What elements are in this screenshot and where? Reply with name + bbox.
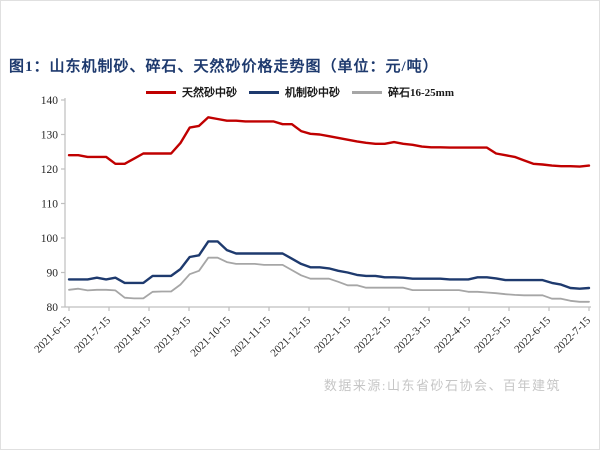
x-tick-label: 2022-6-15	[512, 314, 553, 355]
series-line-1	[67, 240, 591, 290]
y-tick-label: 140	[41, 95, 59, 107]
x-tick-label: 2022-5-15	[472, 314, 513, 355]
x-tick-label: 2022-2-15	[352, 314, 393, 355]
legend-line-swatch-blue-icon	[249, 90, 279, 94]
y-tick-label: 90	[47, 268, 59, 280]
y-tick-label: 110	[41, 199, 58, 211]
y-tick-label: 80	[47, 302, 59, 314]
x-tick-label: 2021-6-15	[32, 314, 73, 355]
y-tick-label: 130	[41, 130, 59, 142]
chart-legend: 天然砂中砂 机制砂中砂 碎石16-25mm	[1, 84, 599, 100]
series-line-0	[67, 116, 591, 168]
legend-item-natural-sand: 天然砂中砂	[146, 84, 237, 100]
legend-label-machine-sand: 机制砂中砂	[285, 87, 340, 99]
x-tick-label: 2022-3-15	[392, 314, 433, 355]
x-tick-label: 2021-11-15	[229, 314, 274, 359]
series-line-2	[68, 256, 590, 303]
x-tick-label: 2021-10-15	[188, 314, 233, 359]
legend-item-machine-sand: 机制砂中砂	[249, 84, 340, 100]
x-tick-label: 2021-7-15	[72, 314, 113, 355]
data-source-note: 数据来源:山东省砂石协会、百年建筑	[323, 378, 561, 393]
x-tick-label: 2022-7-15	[552, 314, 593, 355]
legend-line-swatch-red-icon	[146, 90, 176, 94]
legend-item-crushed-stone: 碎石16-25mm	[352, 84, 454, 100]
x-tick-label: 2022-4-15	[432, 314, 473, 355]
x-tick-label: 2021-8-15	[112, 314, 153, 355]
y-tick-label: 100	[41, 233, 59, 245]
x-tick-label: 2021-9-15	[152, 314, 193, 355]
legend-line-swatch-gray-icon	[352, 90, 382, 94]
x-tick-label: 2022-1-15	[312, 314, 353, 355]
legend-label-crushed-stone: 碎石16-25mm	[388, 87, 454, 99]
legend-label-natural-sand: 天然砂中砂	[182, 87, 237, 99]
chart-title: 图1：山东机制砂、碎石、天然砂价格走势图（单位：元/吨）	[9, 59, 439, 75]
y-tick-label: 120	[41, 164, 59, 176]
x-tick-label: 2021-12-15	[268, 314, 313, 359]
